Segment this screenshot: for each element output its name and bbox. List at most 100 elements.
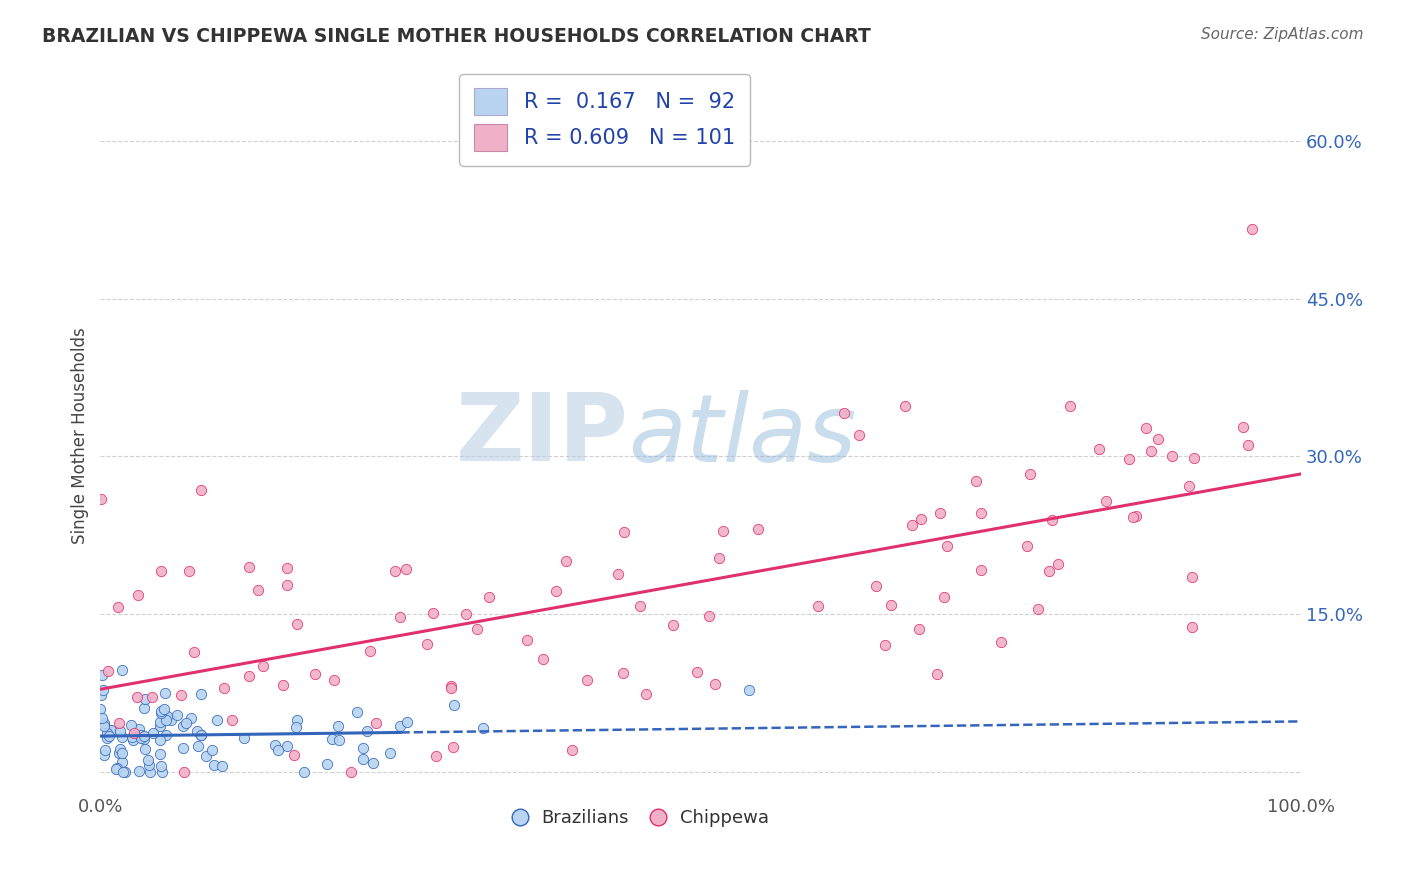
Point (704, 677, 727, 691)
Point (1135, 421, 1157, 435)
Point (422, 607, 444, 621)
Point (134, 700, 156, 714)
Point (186, 723, 208, 738)
Point (155, 686, 177, 700)
Point (172, 719, 194, 733)
Point (364, 715, 387, 730)
Point (546, 583, 568, 598)
Point (166, 708, 188, 723)
Point (832, 406, 855, 420)
Point (454, 607, 477, 622)
Point (928, 507, 950, 521)
Point (205, 714, 228, 728)
Point (285, 720, 308, 734)
Text: Source: ZipAtlas.com: Source: ZipAtlas.com (1201, 27, 1364, 42)
Point (93, 742, 115, 756)
Point (173, 765, 195, 780)
Point (276, 561, 298, 575)
Point (1181, 619, 1204, 633)
Point (170, 688, 193, 702)
Point (111, 746, 134, 760)
Point (97, 723, 120, 738)
Point (440, 679, 463, 693)
Point (177, 564, 200, 578)
Point (121, 730, 143, 744)
Point (389, 609, 412, 624)
Point (686, 665, 709, 679)
Point (1047, 558, 1070, 572)
Point (150, 759, 173, 773)
Point (111, 730, 134, 744)
Point (111, 663, 134, 677)
Text: ZIP: ZIP (456, 390, 628, 482)
Point (901, 517, 924, 532)
Point (328, 733, 350, 747)
Point (630, 599, 652, 613)
Point (142, 726, 165, 740)
Point (441, 740, 464, 755)
Point (380, 746, 402, 760)
Point (1121, 509, 1143, 524)
Point (105, 762, 128, 776)
Point (100, 723, 122, 738)
Point (848, 428, 870, 442)
Point (132, 729, 155, 743)
Point (194, 749, 217, 764)
Point (183, 645, 205, 659)
Point (1059, 399, 1081, 413)
Point (129, 731, 152, 746)
Point (97, 664, 120, 678)
Point (612, 666, 634, 681)
Point (472, 721, 495, 735)
Point (214, 681, 236, 695)
Point (555, 554, 578, 568)
Point (321, 731, 343, 746)
Point (105, 760, 128, 774)
Point (90, 688, 112, 702)
Point (932, 591, 955, 605)
Point (150, 564, 173, 578)
Point (304, 666, 326, 681)
Point (707, 551, 730, 566)
Point (128, 764, 150, 778)
Point (96, 725, 118, 739)
Point (1026, 601, 1049, 615)
Point (1118, 451, 1140, 466)
Point (936, 539, 959, 553)
Point (91, 683, 114, 698)
Legend: Brazilians, Chippewa: Brazilians, Chippewa (505, 802, 776, 834)
Point (110, 724, 132, 739)
Point (174, 716, 197, 731)
Point (264, 739, 287, 753)
Point (90, 491, 112, 506)
Point (107, 599, 129, 614)
Point (155, 728, 177, 742)
Point (908, 623, 931, 637)
Point (359, 644, 381, 658)
Point (125, 690, 148, 705)
Point (138, 753, 160, 767)
Point (970, 563, 993, 577)
Point (148, 733, 170, 747)
Point (388, 719, 411, 733)
Point (149, 719, 172, 733)
Point (111, 755, 134, 769)
Point (202, 757, 225, 772)
Point (153, 702, 176, 716)
Point (1040, 512, 1063, 526)
Point (89, 702, 111, 716)
Point (155, 713, 177, 727)
Point (1017, 539, 1039, 553)
Point (134, 692, 156, 706)
Point (1018, 467, 1040, 481)
Point (634, 687, 657, 701)
Point (352, 752, 374, 766)
Point (128, 723, 150, 737)
Point (93, 716, 115, 731)
Point (132, 731, 155, 746)
Point (1038, 564, 1060, 578)
Point (276, 577, 298, 591)
Point (416, 637, 439, 651)
Point (190, 687, 212, 701)
Point (1095, 493, 1118, 508)
